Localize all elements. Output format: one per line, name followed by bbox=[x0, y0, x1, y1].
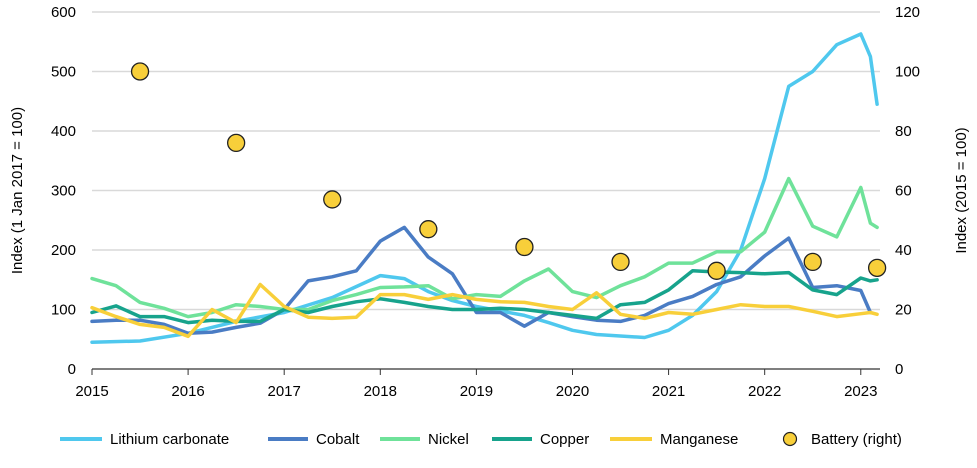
battery-point bbox=[803, 252, 822, 272]
y-tick-label-right: 20 bbox=[895, 302, 912, 319]
battery-point bbox=[226, 133, 246, 153]
axes: 2015 2016 2017 2018 2019 2020 2021 2022 2023 0 100… bbox=[9, 4, 970, 400]
series-line-manganese bbox=[90, 282, 879, 339]
x-tick-label: 2021 bbox=[652, 383, 685, 400]
y-tick-label-left: 300 bbox=[51, 183, 76, 200]
y-tick-label-left: 400 bbox=[51, 123, 76, 140]
x-tick-label: 2019 bbox=[460, 383, 493, 400]
y-tick-label-right: 120 bbox=[895, 4, 920, 21]
battery-point bbox=[611, 252, 630, 272]
x-tick-label: 2016 bbox=[171, 383, 204, 400]
y-tick-label-left: 500 bbox=[51, 64, 76, 81]
battery-point bbox=[707, 261, 726, 280]
y-axis-title-right: Index (2015 = 100) bbox=[953, 127, 970, 253]
legend-label-nickel: Nickel bbox=[428, 431, 469, 448]
x-tick-label: 2020 bbox=[556, 383, 589, 400]
y-tick-label-right: 80 bbox=[895, 123, 912, 140]
legend-label-battery-right: Battery (right) bbox=[811, 431, 902, 448]
y-tick-label-right: 60 bbox=[895, 183, 912, 200]
x-tick-label: 2022 bbox=[748, 383, 781, 400]
series-lines bbox=[90, 32, 879, 344]
y-tick-label-right: 100 bbox=[895, 64, 920, 81]
battery-point bbox=[323, 190, 342, 209]
y-axis-title-left: Index (1 Jan 2017 = 100) bbox=[9, 107, 26, 274]
legend-label-manganese: Manganese bbox=[660, 431, 738, 448]
battery-point bbox=[515, 237, 534, 257]
legend-label-cobalt: Cobalt bbox=[316, 431, 360, 448]
x-tick-label: 2015 bbox=[75, 383, 108, 400]
y-tick-label-right: 0 bbox=[895, 361, 903, 378]
y-tick-label-left: 200 bbox=[51, 242, 76, 259]
y-tick-label-left: 0 bbox=[68, 361, 76, 378]
x-tick-label: 2017 bbox=[268, 383, 301, 400]
battery-point bbox=[867, 258, 887, 278]
x-tick-label: 2023 bbox=[844, 383, 877, 400]
legend: Lithium carbonate Cobalt Nickel Copper Manga… bbox=[60, 431, 902, 448]
legend-label-copper: Copper bbox=[540, 431, 589, 448]
battery-point bbox=[130, 62, 150, 81]
series-line-cobalt bbox=[90, 225, 873, 336]
grid bbox=[92, 11, 880, 311]
battery-markers bbox=[130, 62, 887, 280]
legend-swatch-battery-right bbox=[782, 431, 798, 447]
series-line-copper bbox=[90, 269, 879, 325]
y-tick-label-right: 40 bbox=[895, 242, 912, 259]
battery-point bbox=[419, 220, 438, 239]
series-line-nickel bbox=[90, 176, 879, 319]
y-tick-label-left: 100 bbox=[51, 302, 76, 319]
x-tick-label: 2018 bbox=[364, 383, 397, 400]
legend-label-lithium-carbonate: Lithium carbonate bbox=[110, 431, 229, 448]
series-line-lithium-carbonate bbox=[90, 32, 879, 344]
y-tick-label-left: 600 bbox=[51, 4, 76, 21]
